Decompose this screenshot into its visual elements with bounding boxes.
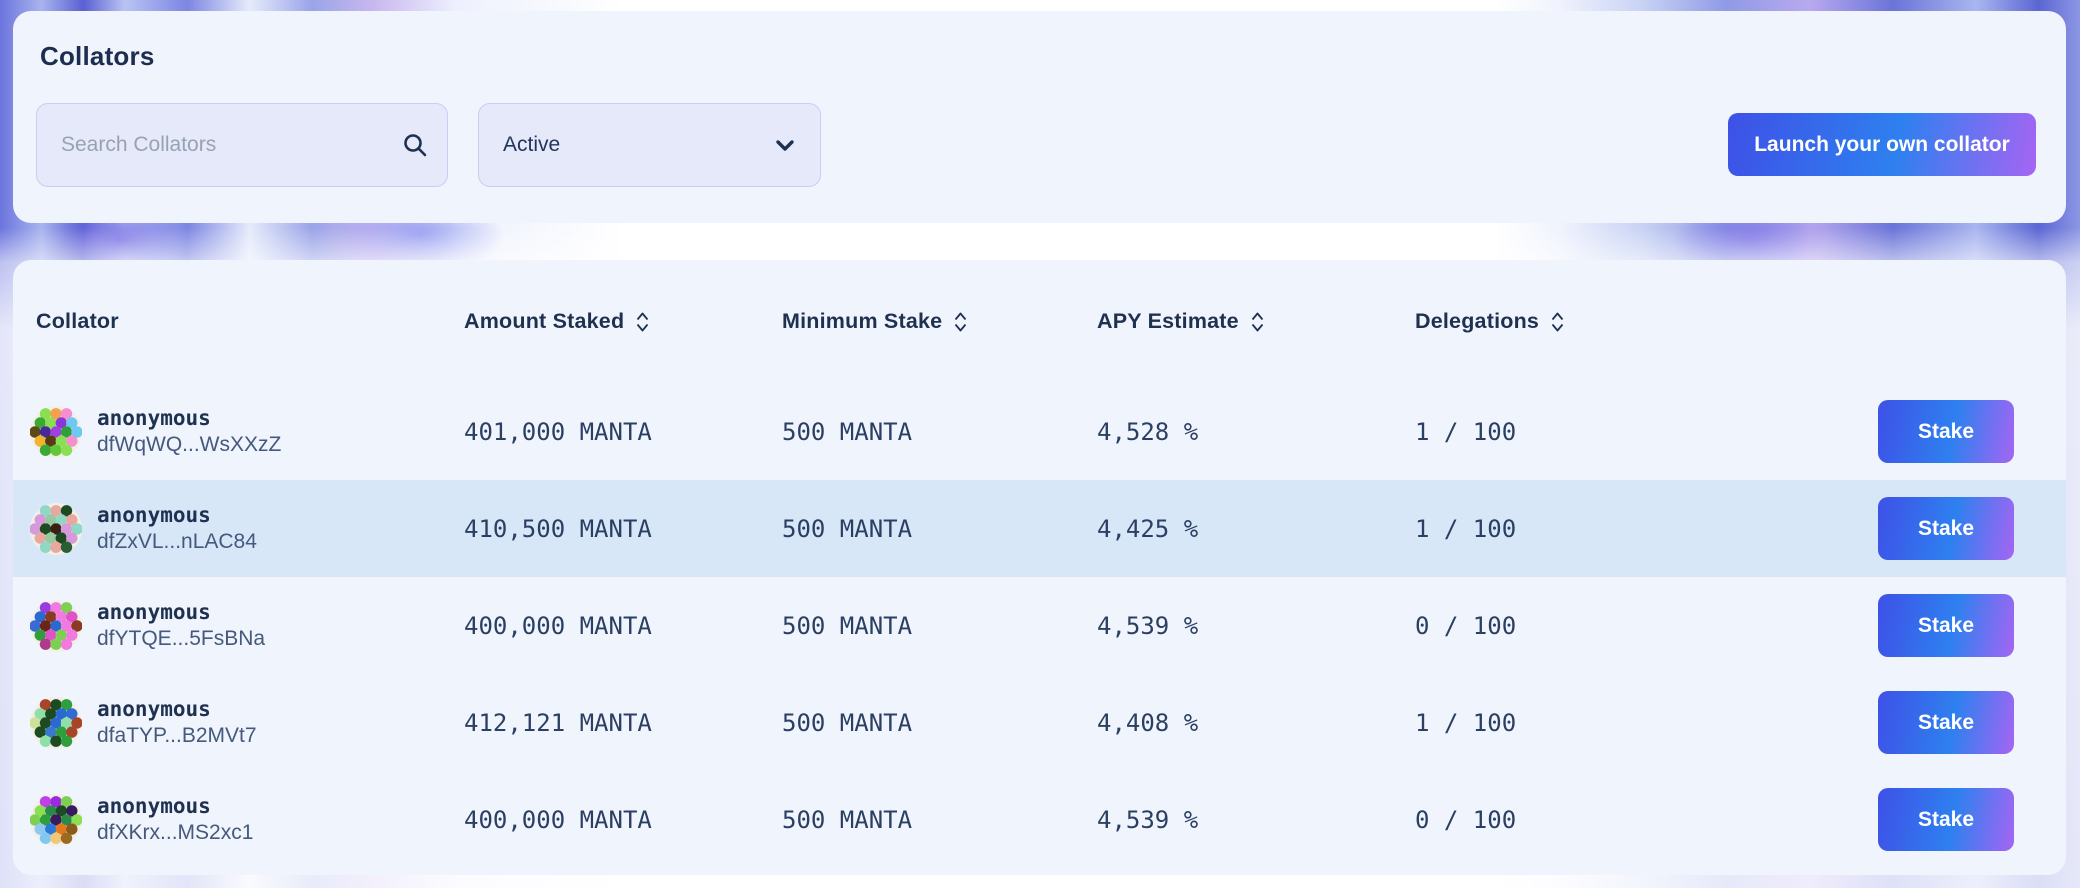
table-row: anonymous dfYTQE...5FsBNa 400,000 MANTA 500… xyxy=(13,577,2066,674)
collator-name: anonymous xyxy=(97,793,211,818)
column-header-minimum-stake[interactable]: Minimum Stake xyxy=(782,260,968,383)
collator-cell: anonymous dfaTYP...B2MVt7 xyxy=(30,674,257,771)
stake-button[interactable]: Stake xyxy=(1878,691,2014,754)
collators-table-card: Collator Amount Staked Minimum Stake APY Es… xyxy=(13,260,2066,875)
column-header-delegations[interactable]: Delegations xyxy=(1415,260,1565,383)
delegations-value: 0 / 100 xyxy=(1415,805,1517,834)
column-label: Minimum Stake xyxy=(782,309,943,333)
minimum-stake-value: 500 MANTA xyxy=(782,417,913,446)
column-header-apy-estimate[interactable]: APY Estimate xyxy=(1097,260,1265,383)
collator-cell: anonymous dfYTQE...5FsBNa xyxy=(30,577,265,674)
column-label: Collator xyxy=(36,309,119,333)
apy-estimate-value: 4,408 % xyxy=(1097,708,1199,737)
minimum-stake-value: 500 MANTA xyxy=(782,611,913,640)
table-row: anonymous dfZxVL...nLAC84 410,500 MANTA 500… xyxy=(13,480,2066,577)
stake-button[interactable]: Stake xyxy=(1878,497,2014,560)
minimum-stake-value: 500 MANTA xyxy=(782,708,913,737)
sort-icon[interactable] xyxy=(1250,311,1265,333)
column-label: APY Estimate xyxy=(1097,309,1239,333)
stake-button[interactable]: Stake xyxy=(1878,788,2014,851)
collator-address: dfWqWQ...WsXXzZ xyxy=(97,432,282,456)
column-header-amount-staked[interactable]: Amount Staked xyxy=(464,260,650,383)
collator-address: dfZxVL...nLAC84 xyxy=(97,529,257,553)
status-filter-value: Active xyxy=(503,132,561,156)
delegations-value: 0 / 100 xyxy=(1415,611,1517,640)
table-header: Collator Amount Staked Minimum Stake APY Es… xyxy=(13,260,2066,383)
minimum-stake-value: 500 MANTA xyxy=(782,514,913,543)
collator-identicon xyxy=(30,793,82,846)
collator-identicon xyxy=(30,599,82,652)
collator-cell: anonymous dfWqWQ...WsXXzZ xyxy=(30,383,281,480)
apy-estimate-value: 4,528 % xyxy=(1097,417,1199,446)
column-label: Delegations xyxy=(1415,309,1540,333)
chevron-down-icon xyxy=(772,132,798,158)
table-row: anonymous dfXKrx...MS2xc1 400,000 MANTA 500… xyxy=(13,771,2066,868)
apy-estimate-value: 4,539 % xyxy=(1097,611,1199,640)
collator-cell: anonymous dfZxVL...nLAC84 xyxy=(30,480,257,577)
table-body: anonymous dfWqWQ...WsXXzZ 401,000 MANTA 500… xyxy=(13,383,2066,868)
amount-staked-value: 400,000 MANTA xyxy=(464,611,652,640)
delegations-value: 1 / 100 xyxy=(1415,708,1517,737)
page-title: Collators xyxy=(40,41,155,71)
collator-identicon xyxy=(30,502,82,555)
minimum-stake-value: 500 MANTA xyxy=(782,805,913,834)
amount-staked-value: 412,121 MANTA xyxy=(464,708,652,737)
collator-name: anonymous xyxy=(97,502,211,527)
collator-name: anonymous xyxy=(97,696,211,721)
stake-button[interactable]: Stake xyxy=(1878,594,2014,657)
collators-panel: Collators Active Launch your own collato… xyxy=(13,11,2066,223)
collator-address: dfYTQE...5FsBNa xyxy=(97,626,266,650)
controls-row: Active Launch your own collator xyxy=(36,102,2036,187)
column-header-collator: Collator xyxy=(36,260,119,383)
collator-address: dfaTYP...B2MVt7 xyxy=(97,723,257,747)
amount-staked-value: 401,000 MANTA xyxy=(464,417,652,446)
collator-identicon xyxy=(30,696,82,749)
amount-staked-value: 410,500 MANTA xyxy=(464,514,652,543)
search-icon[interactable] xyxy=(401,131,429,159)
collator-address: dfXKrx...MS2xc1 xyxy=(97,820,254,844)
sort-icon[interactable] xyxy=(635,311,650,333)
apy-estimate-value: 4,539 % xyxy=(1097,805,1199,834)
search-field[interactable] xyxy=(36,102,448,187)
sort-icon[interactable] xyxy=(953,311,968,333)
apy-estimate-value: 4,425 % xyxy=(1097,514,1199,543)
delegations-value: 1 / 100 xyxy=(1415,417,1517,446)
column-label: Amount Staked xyxy=(464,309,625,333)
collator-name: anonymous xyxy=(97,405,211,430)
search-input[interactable] xyxy=(37,103,447,186)
collator-identicon xyxy=(30,405,82,458)
delegations-value: 1 / 100 xyxy=(1415,514,1517,543)
launch-collator-button[interactable]: Launch your own collator xyxy=(1728,113,2036,176)
table-row: anonymous dfWqWQ...WsXXzZ 401,000 MANTA 500… xyxy=(13,383,2066,480)
collator-cell: anonymous dfXKrx...MS2xc1 xyxy=(30,771,253,868)
sort-icon[interactable] xyxy=(1550,311,1565,333)
collator-name: anonymous xyxy=(97,599,211,624)
table-row: anonymous dfaTYP...B2MVt7 412,121 MANTA 500… xyxy=(13,674,2066,771)
stake-button[interactable]: Stake xyxy=(1878,400,2014,463)
status-filter-dropdown[interactable]: Active xyxy=(478,102,821,187)
amount-staked-value: 400,000 MANTA xyxy=(464,805,652,834)
